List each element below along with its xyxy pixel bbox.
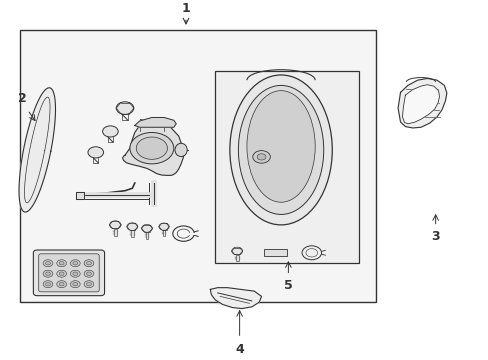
Bar [235, 255, 238, 261]
Bar [145, 232, 148, 239]
Text: 3: 3 [430, 230, 439, 243]
Polygon shape [402, 85, 439, 124]
Polygon shape [19, 88, 55, 212]
Circle shape [70, 281, 80, 288]
Ellipse shape [238, 85, 323, 215]
Circle shape [43, 270, 53, 277]
Circle shape [257, 154, 265, 160]
Circle shape [252, 150, 270, 163]
Bar [131, 230, 134, 237]
Circle shape [84, 260, 94, 267]
Text: 1: 1 [181, 2, 190, 15]
Circle shape [43, 260, 53, 267]
Circle shape [142, 225, 152, 232]
Circle shape [70, 260, 80, 267]
Bar [215, 72, 358, 263]
Circle shape [109, 221, 121, 229]
Circle shape [84, 281, 94, 288]
Polygon shape [122, 120, 183, 175]
Text: 5: 5 [284, 279, 292, 292]
Circle shape [73, 261, 78, 265]
Text: 4: 4 [235, 343, 244, 356]
Circle shape [84, 270, 94, 277]
Circle shape [45, 272, 50, 275]
Bar [264, 249, 287, 256]
Bar [163, 230, 165, 237]
Circle shape [86, 261, 91, 265]
FancyBboxPatch shape [39, 254, 99, 292]
Circle shape [45, 283, 50, 286]
Circle shape [127, 223, 138, 230]
Circle shape [159, 223, 169, 230]
Circle shape [59, 283, 64, 286]
Circle shape [86, 283, 91, 286]
Bar [114, 229, 117, 236]
Circle shape [57, 281, 66, 288]
Circle shape [70, 270, 80, 277]
Polygon shape [397, 78, 446, 128]
Circle shape [57, 260, 66, 267]
Circle shape [136, 137, 167, 159]
FancyBboxPatch shape [33, 250, 104, 296]
Circle shape [88, 147, 103, 158]
Polygon shape [76, 192, 83, 199]
Circle shape [73, 283, 78, 286]
Circle shape [102, 126, 118, 137]
Text: 2: 2 [18, 91, 27, 105]
Bar [20, 30, 375, 302]
Circle shape [130, 132, 173, 164]
Circle shape [231, 247, 242, 255]
Circle shape [116, 102, 134, 114]
Polygon shape [210, 288, 261, 309]
Ellipse shape [175, 143, 187, 157]
Ellipse shape [246, 91, 315, 202]
Circle shape [59, 261, 64, 265]
Polygon shape [135, 117, 176, 127]
Circle shape [43, 281, 53, 288]
Circle shape [86, 272, 91, 275]
Circle shape [59, 272, 64, 275]
Circle shape [73, 272, 78, 275]
Circle shape [57, 270, 66, 277]
Ellipse shape [229, 75, 331, 225]
Circle shape [45, 261, 50, 265]
